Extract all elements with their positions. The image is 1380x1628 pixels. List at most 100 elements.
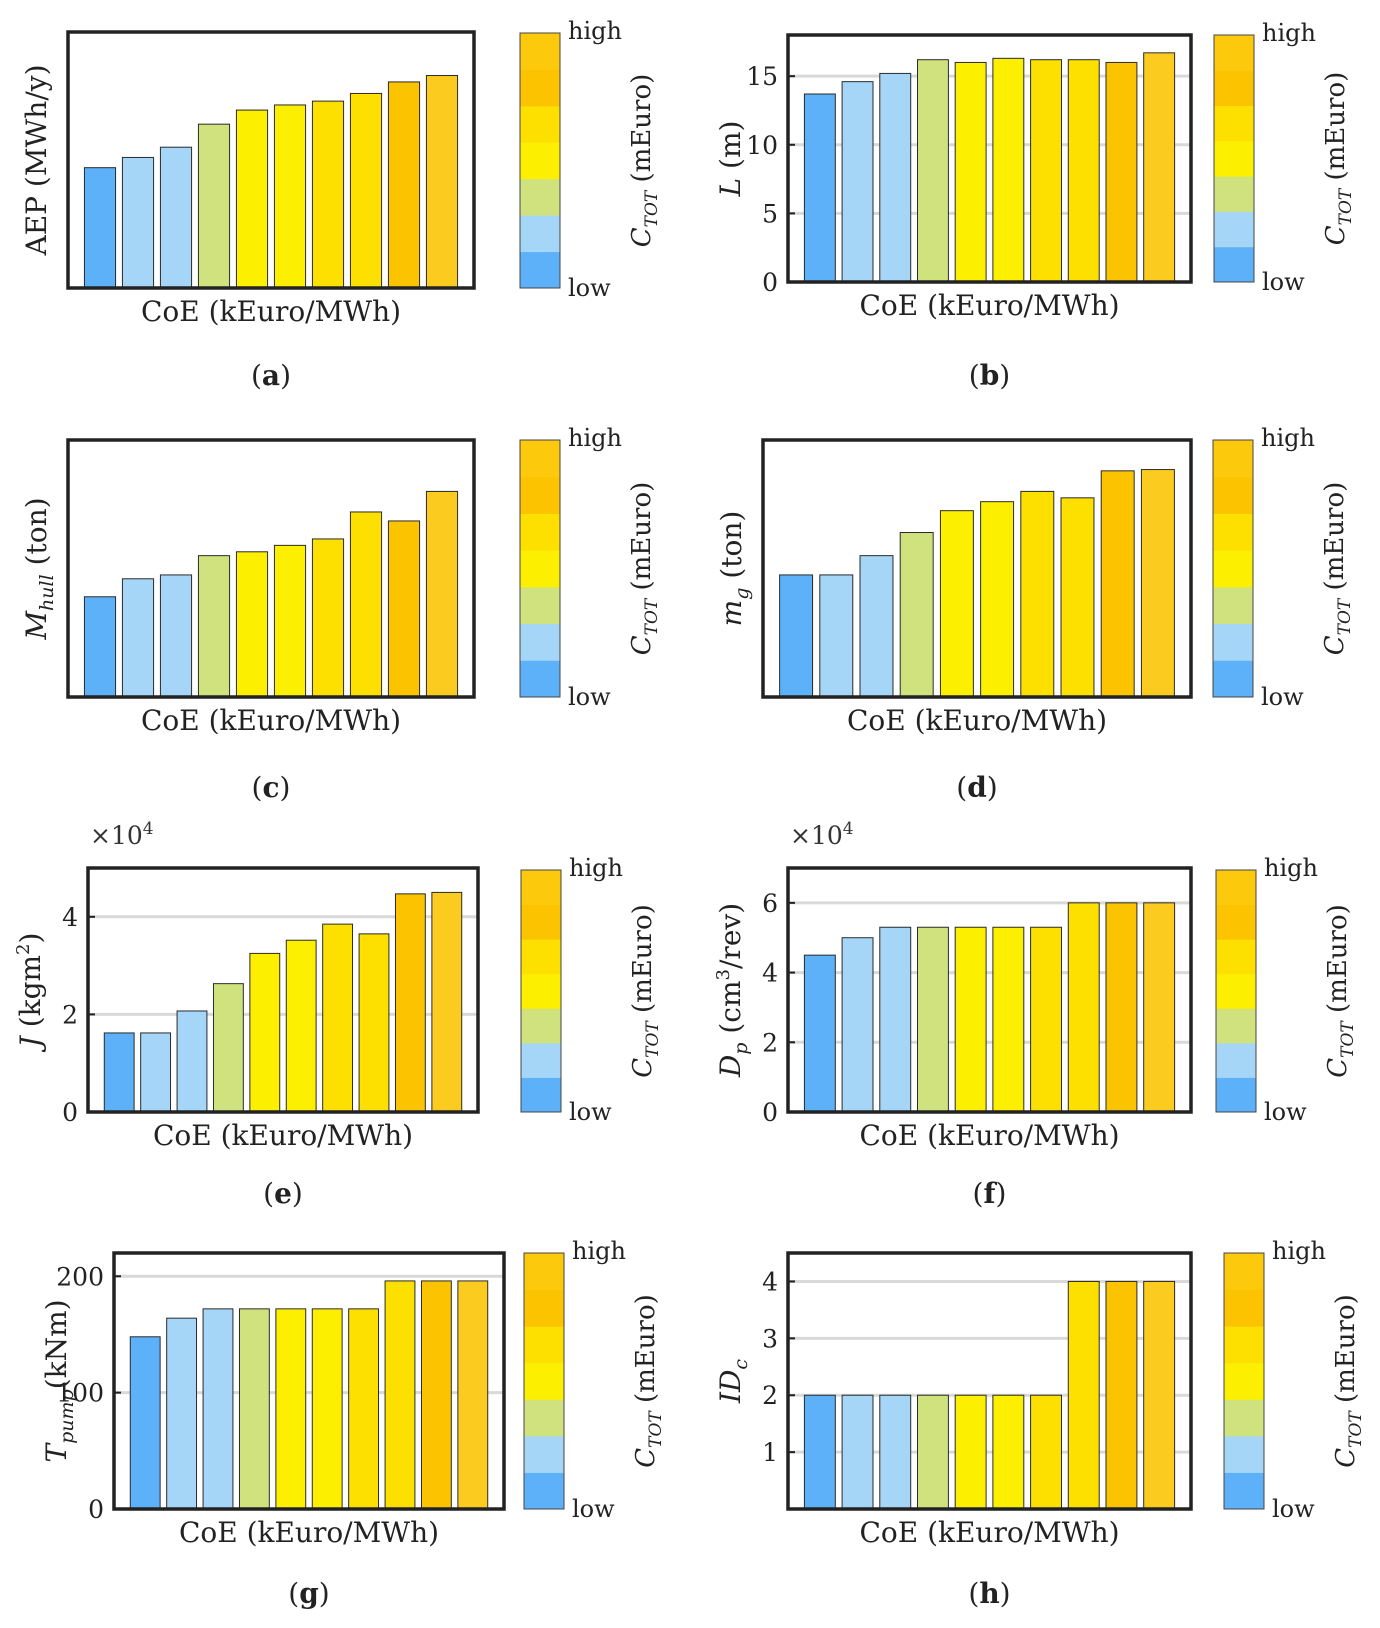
bar xyxy=(322,923,354,1113)
x-axis-label: CoE (kEuro/MWh) xyxy=(859,289,1119,322)
colorbar-segment xyxy=(1216,870,1256,906)
y-label-unit-end: ) xyxy=(14,933,47,944)
colorbar-label-unit: (mEuro) xyxy=(1320,482,1350,599)
bar xyxy=(387,81,421,289)
bar xyxy=(1067,59,1100,283)
chart-panel: CoE (kEuro/MWh) Mhull (ton) high low CTOT (m… xyxy=(20,424,662,804)
panel-caption-open: ( xyxy=(956,771,967,804)
colorbar-label-main: C xyxy=(1331,1448,1361,1468)
bar xyxy=(1100,470,1135,698)
exponent-power: 4 xyxy=(143,819,154,839)
bar xyxy=(879,1394,912,1510)
plot-frame xyxy=(786,33,1193,284)
plot-frame xyxy=(66,438,476,699)
bar xyxy=(1105,902,1138,1113)
colorbar-segment xyxy=(521,939,561,975)
colorbar-segment xyxy=(1213,476,1253,514)
colorbar-segment xyxy=(1224,1253,1264,1291)
colorbar-label-subscript: TOT xyxy=(646,1410,666,1448)
y-tick-label: 15 xyxy=(746,62,778,91)
y-label-unit: (kgm xyxy=(14,955,47,1036)
colorbar-label-unit: (mEuro) xyxy=(628,904,658,1021)
colorbar-high-label: high xyxy=(1261,424,1315,452)
bar xyxy=(1060,497,1095,698)
y-tick-label: 4 xyxy=(762,959,778,988)
exponent-label: ×104 xyxy=(790,819,854,850)
bar xyxy=(954,61,987,283)
y-axis-label: Mhull (ton) xyxy=(20,497,58,640)
colorbar-segment xyxy=(1214,105,1254,142)
colorbar-segment xyxy=(520,440,560,478)
colorbar-segment xyxy=(520,660,560,698)
panel-caption-close: ) xyxy=(292,1177,303,1210)
panel-caption: (e) xyxy=(263,1177,303,1210)
panel-caption-letter: b xyxy=(980,359,1000,392)
colorbar-label-unit: (mEuro) xyxy=(1323,904,1353,1021)
panel-caption-close: ) xyxy=(996,1177,1007,1210)
panel-caption-letter: h xyxy=(979,1577,999,1610)
bar xyxy=(1030,59,1063,283)
bar xyxy=(916,926,949,1113)
colorbar-label-subscript: TOT xyxy=(1338,1020,1358,1058)
colorbar-segment xyxy=(1216,1077,1256,1113)
bar xyxy=(1067,1280,1100,1510)
colorbar-segment xyxy=(521,1008,561,1044)
bar xyxy=(273,104,307,289)
y-label-unit-end: /rev) xyxy=(714,903,747,969)
bar xyxy=(879,72,912,283)
x-axis-label: CoE (kEuro/MWh) xyxy=(847,704,1107,737)
colorbar-high-label: high xyxy=(1264,854,1318,882)
colorbar-segment xyxy=(1213,660,1253,698)
panel-caption-close: ) xyxy=(280,359,291,392)
colorbar-segment xyxy=(1214,140,1254,177)
bar xyxy=(159,146,193,289)
bar xyxy=(387,520,421,698)
colorbar-label-unit: (mEuro) xyxy=(627,482,657,599)
bar xyxy=(992,1394,1025,1510)
colorbar-segment xyxy=(520,623,560,661)
colorbar-high-label: high xyxy=(1272,1237,1326,1265)
bar xyxy=(939,510,974,698)
colorbar-segment xyxy=(520,69,560,107)
y-tick-label: 10 xyxy=(746,131,778,160)
colorbar-segment xyxy=(520,33,560,70)
exponent-base: ×10 xyxy=(90,821,143,850)
colorbar-high-label: high xyxy=(1262,19,1316,47)
panel-caption-open: ( xyxy=(263,1177,274,1210)
colorbar-label-main: C xyxy=(627,227,657,247)
bar xyxy=(1067,902,1100,1113)
colorbar-segment xyxy=(1216,1042,1256,1078)
colorbar-segment xyxy=(1224,1472,1264,1510)
chart-panel: CoE (kEuro/MWh) AEP (MWh/y) high low CTOT (m… xyxy=(20,17,662,392)
bar xyxy=(166,1317,198,1510)
bar xyxy=(1105,1280,1138,1510)
bar xyxy=(103,1032,135,1113)
colorbar-label-unit: (mEuro) xyxy=(1321,72,1351,189)
colorbar-axis-label: CTOT (mEuro) xyxy=(627,482,662,656)
exponent-base: ×10 xyxy=(790,821,843,850)
y-label-subscript: hull xyxy=(36,574,58,611)
bar xyxy=(348,1308,380,1510)
bar xyxy=(212,983,244,1113)
plot-frame xyxy=(786,1251,1193,1511)
y-axis-label: IDc xyxy=(714,1359,752,1405)
colorbar-segment xyxy=(1224,1326,1264,1364)
colorbar-low-label: low xyxy=(1261,683,1304,711)
x-axis-label: CoE (kEuro/MWh) xyxy=(859,1516,1119,1549)
colorbar-high-label: high xyxy=(572,1237,626,1265)
panel-caption: (a) xyxy=(251,359,291,392)
colorbar-label-main: C xyxy=(628,1058,658,1078)
y-label-main: L xyxy=(714,178,747,198)
bar xyxy=(916,1394,949,1510)
y-label-main: AEP (MWh/y) xyxy=(20,65,53,257)
bar xyxy=(841,937,874,1113)
colorbar-segment xyxy=(521,1042,561,1078)
colorbar-segment xyxy=(524,1399,564,1437)
bar xyxy=(841,81,874,283)
colorbar-label-subscript: TOT xyxy=(642,597,662,635)
bar xyxy=(121,578,155,698)
colorbar-axis-label: CTOT (mEuro) xyxy=(631,1294,666,1468)
colorbar-segment xyxy=(524,1435,564,1473)
